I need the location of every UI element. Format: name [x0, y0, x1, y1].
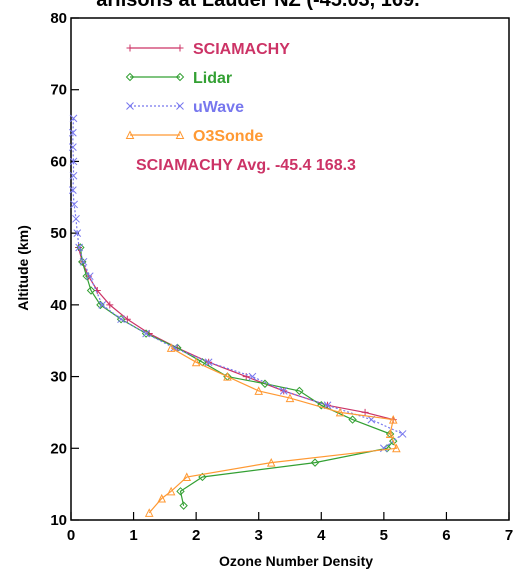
- chart-title: ariisons at Lauder NZ (-45.03, 169.: [96, 0, 419, 11]
- data-point: [166, 486, 176, 496]
- data-point: [75, 243, 83, 252]
- series-line: [148, 347, 398, 514]
- data-point: [69, 128, 77, 137]
- data-point: [179, 501, 188, 510]
- data-point: [191, 357, 201, 367]
- data-point: [69, 186, 77, 194]
- data-point: [335, 407, 345, 417]
- x-tick-label: 2: [192, 527, 200, 544]
- y-tick-label: 10: [50, 512, 67, 529]
- data-point: [295, 386, 304, 396]
- data-point: [223, 371, 232, 381]
- y-tick-label: 20: [50, 440, 67, 457]
- plot-frame: [70, 17, 510, 521]
- data-point: [198, 472, 207, 482]
- axis-ticks: 0 1 2 3 4 5 6 7 10 20 30 40 50 60 70 80: [50, 10, 513, 544]
- x-axis-label: Ozone Number Density: [219, 553, 373, 569]
- data-point: [166, 343, 176, 352]
- x-tick-label: 7: [505, 527, 513, 544]
- series-line: [79, 247, 394, 506]
- data-point: [266, 458, 276, 467]
- data-point: [79, 257, 88, 266]
- data-point: [69, 143, 77, 151]
- data-point: [125, 72, 135, 82]
- series-uwave: [69, 114, 407, 453]
- data-point: [69, 114, 78, 123]
- data-point: [361, 408, 369, 416]
- data-point: [388, 414, 398, 424]
- data-point: [254, 386, 264, 395]
- series-o3sonde: [144, 343, 401, 517]
- data-point: [260, 379, 270, 388]
- data-point: [380, 444, 388, 453]
- data-point: [392, 443, 401, 453]
- y-tick-label: 60: [50, 153, 67, 170]
- legend-label: uWave: [193, 99, 244, 116]
- y-tick-label: 50: [50, 225, 67, 242]
- x-tick-label: 6: [442, 527, 450, 544]
- data-point: [142, 329, 150, 338]
- legend-label: Lidar: [193, 70, 232, 87]
- y-tick-label: 70: [50, 82, 67, 99]
- x-tick-label: 1: [129, 527, 137, 544]
- data-point: [157, 493, 167, 503]
- x-tick-label: 5: [380, 527, 388, 544]
- data-point: [204, 358, 213, 367]
- data-point: [96, 300, 105, 310]
- data-point: [176, 44, 184, 52]
- data-point: [86, 286, 96, 295]
- data-point: [69, 157, 78, 166]
- data-point: [279, 387, 288, 395]
- data-point: [69, 171, 78, 180]
- y-axis-label: Altitude (km): [15, 225, 31, 311]
- series-group: [69, 114, 407, 517]
- data-point: [106, 301, 114, 309]
- data-point: [317, 401, 326, 410]
- data-point: [72, 214, 80, 223]
- data-point: [144, 508, 154, 517]
- data-point: [126, 44, 134, 52]
- data-point: [176, 102, 184, 110]
- legend-item-sciamachy: SCIAMACHY: [126, 41, 290, 58]
- data-point: [125, 130, 135, 139]
- legend-item-lidar: Lidar: [125, 70, 232, 87]
- data-point: [348, 415, 357, 424]
- legend-label: O3Sonde: [193, 128, 263, 145]
- x-tick-label: 4: [317, 527, 326, 544]
- data-point: [182, 472, 192, 481]
- data-point: [248, 372, 257, 381]
- legend-item-o3sonde: O3Sonde: [125, 128, 263, 145]
- data-point: [175, 72, 185, 82]
- legend: SCIAMACHY Lidar uWave O3Sonde: [125, 41, 290, 145]
- x-tick-label: 3: [255, 527, 263, 544]
- annotation-text: SCIAMACHY Avg. -45.4 168.3: [136, 157, 356, 174]
- series-lidar: [76, 243, 398, 510]
- legend-item-uwave: uWave: [126, 99, 244, 116]
- y-tick-label: 40: [50, 297, 67, 314]
- series-line: [77, 247, 394, 421]
- data-point: [126, 102, 134, 110]
- x-tick-label: 0: [67, 527, 75, 544]
- data-point: [73, 229, 82, 237]
- data-point: [85, 272, 94, 281]
- data-point: [70, 200, 78, 209]
- data-point: [385, 429, 395, 438]
- data-point: [117, 315, 125, 324]
- data-point: [98, 301, 107, 309]
- y-tick-label: 80: [50, 10, 67, 27]
- data-point: [175, 130, 185, 139]
- data-point: [285, 393, 295, 403]
- y-tick-label: 30: [50, 369, 67, 386]
- data-point: [398, 430, 407, 438]
- series-sciamachy: [75, 243, 397, 424]
- legend-label: SCIAMACHY: [193, 41, 290, 58]
- data-point: [310, 458, 320, 467]
- data-point: [176, 487, 185, 496]
